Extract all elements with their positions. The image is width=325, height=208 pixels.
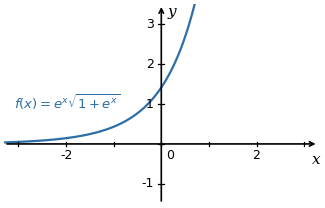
Text: x: x xyxy=(312,153,320,167)
Text: 0: 0 xyxy=(166,149,174,162)
Text: y: y xyxy=(167,5,176,19)
Text: 1: 1 xyxy=(146,98,154,110)
Text: 3: 3 xyxy=(146,18,154,31)
Text: 2: 2 xyxy=(253,149,260,162)
Text: $f(x) = e^x\sqrt{1 + e^x}$: $f(x) = e^x\sqrt{1 + e^x}$ xyxy=(14,92,120,112)
Text: -2: -2 xyxy=(60,149,72,162)
Text: 2: 2 xyxy=(146,58,154,71)
Text: -1: -1 xyxy=(141,177,154,190)
